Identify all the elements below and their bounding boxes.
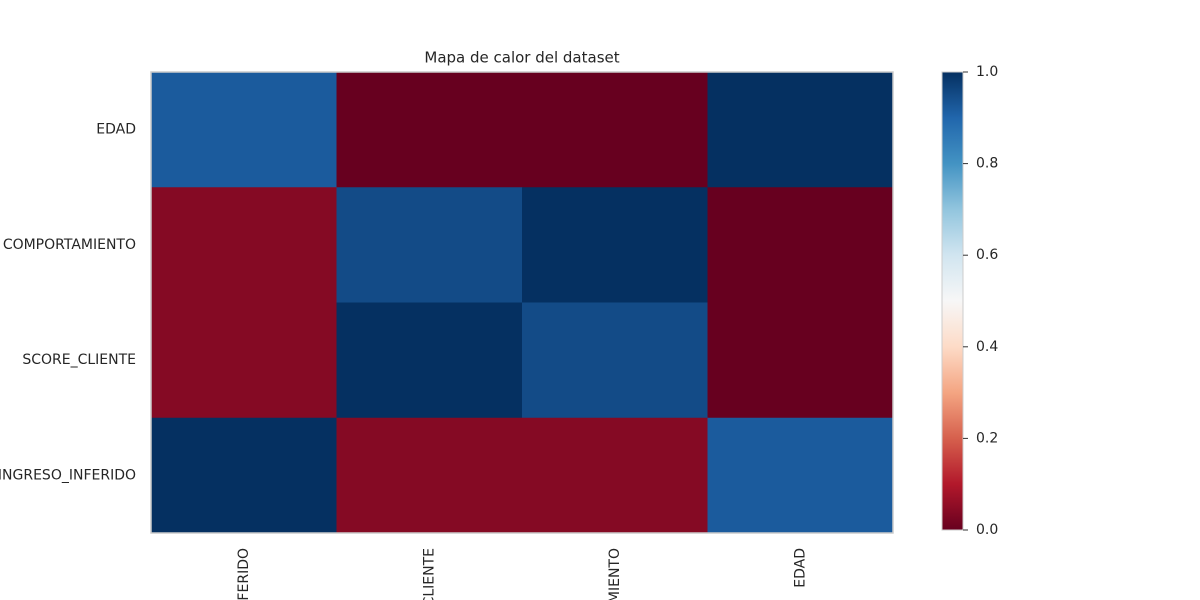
- heatmap-cell: [151, 302, 337, 419]
- colorbar-tick-label: 0.8: [976, 156, 998, 172]
- heatmap-cell: [707, 417, 894, 534]
- chart-title: Mapa de calor del dataset: [424, 49, 619, 67]
- heatmap-cell: [707, 302, 894, 419]
- heatmap-cell: [151, 417, 337, 534]
- colorbar-tick-label: 0.2: [976, 430, 998, 446]
- colorbar: [941, 71, 964, 531]
- heatmap-cell: [336, 187, 523, 303]
- y-tick-label: COMPORTAMIENTO: [3, 237, 136, 253]
- x-tick-label: EDAD: [792, 548, 808, 588]
- colorbar-tick-label: 0.6: [976, 247, 998, 263]
- plot-frame: [150, 71, 894, 534]
- heatmap-cell: [707, 72, 894, 188]
- x-tick-label: INGRESO_INFERIDO: [236, 548, 252, 600]
- colorbar-tick-label: 0.4: [976, 339, 998, 355]
- colorbar-tick-label: 0.0: [976, 522, 998, 538]
- y-tick-label: SCORE_CLIENTE: [22, 352, 136, 368]
- heatmap-cell: [151, 187, 337, 303]
- y-tick-label: INGRESO_INFERIDO: [0, 467, 136, 483]
- heatmap-cell: [522, 187, 708, 303]
- heatmap-cell: [522, 302, 708, 419]
- x-tick-label: SCORE_CLIENTE: [421, 548, 437, 600]
- heatmap-cell: [336, 417, 523, 534]
- heatmap-cell: [151, 72, 337, 188]
- y-tick-label: EDAD: [96, 122, 136, 138]
- heatmap-cell: [522, 417, 708, 534]
- heatmap-cell: [707, 187, 894, 303]
- colorbar-tick-label: 1.0: [976, 64, 998, 80]
- heatmap-cell: [522, 72, 708, 188]
- x-tick-label: COMPORTAMIENTO: [607, 548, 623, 600]
- heatmap-cell: [336, 72, 523, 188]
- heatmap-cell: [336, 302, 523, 419]
